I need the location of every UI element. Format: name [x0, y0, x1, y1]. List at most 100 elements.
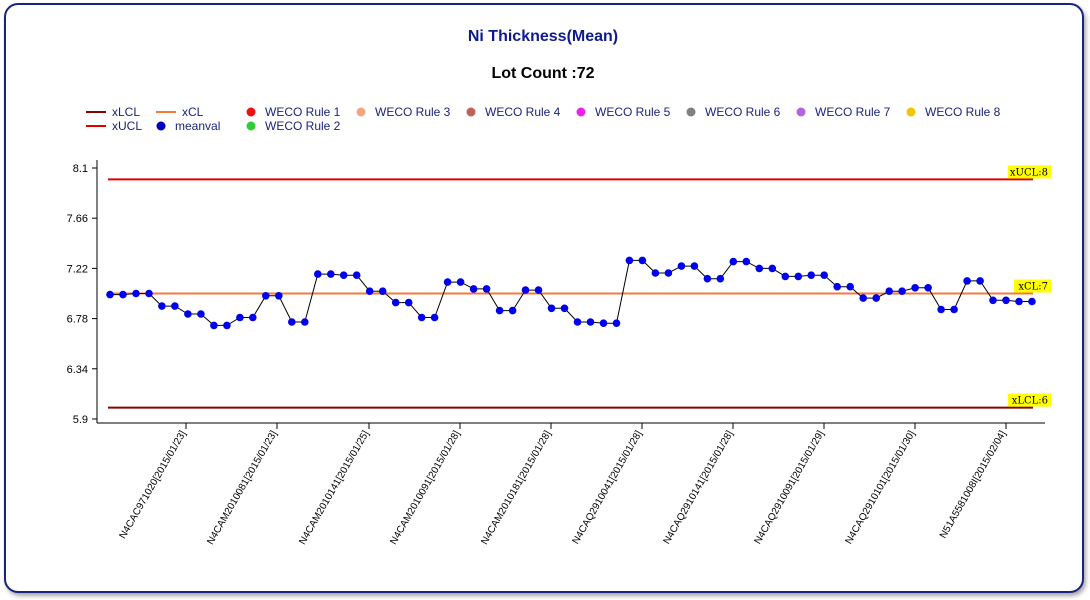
meanval-point — [495, 306, 504, 315]
x-tick-label: N4CAQ2910141[2015/01/28] — [662, 429, 736, 546]
meanval-point — [924, 284, 932, 292]
legend: xLCL xCL WECO Rule 1 WECO Rule 3 WECO Rule 4… — [86, 105, 1001, 133]
y-tick-label: 8.1 — [73, 163, 88, 175]
meanval-point — [301, 318, 309, 326]
meanval-point — [950, 305, 958, 314]
meanval-point — [976, 277, 984, 285]
y-tick-label: 7.22 — [67, 263, 88, 275]
ucl-label-bg — [1007, 165, 1051, 179]
x-tick-label: N4CAQ2910091[2015/01/29] — [753, 429, 827, 546]
meanval-point — [937, 305, 945, 314]
meanval-point — [430, 313, 439, 322]
meanval-point — [262, 292, 270, 300]
meanval-point — [651, 269, 660, 277]
legend-label-weco-rule-8: WECO Rule 8 — [925, 105, 1001, 119]
meanval-point — [378, 287, 387, 296]
meanval-point — [573, 318, 582, 326]
meanval-point — [781, 272, 790, 281]
meanval-point — [391, 298, 400, 307]
legend-swatch-weco-rule-3 — [356, 107, 366, 117]
meanval-point — [599, 319, 608, 328]
x-tick-label: N4CAM2010141[2015/01/25] — [297, 429, 371, 547]
legend-label-xcl: xCL — [182, 105, 204, 119]
meanval-point — [469, 285, 478, 293]
x-tick-label: N4CAM2010181[2015/01/28] — [479, 429, 553, 547]
meanval-point — [171, 302, 179, 310]
meanval-point — [327, 270, 335, 278]
meanval-point — [729, 257, 738, 266]
meanval-point — [1015, 297, 1023, 306]
meanval-point — [716, 274, 725, 283]
meanval-point — [755, 264, 764, 273]
legend-label-weco-rule-2: WECO Rule 2 — [265, 119, 341, 133]
legend-label-weco-rule-4: WECO Rule 4 — [485, 105, 561, 119]
legend-swatch-meanval — [156, 121, 166, 131]
meanval-point — [223, 321, 231, 330]
legend-label-weco-rule-7: WECO Rule 7 — [815, 105, 891, 119]
cl-label: xCL:7 — [1018, 282, 1048, 293]
meanval-point — [456, 278, 465, 286]
meanval-point — [197, 310, 205, 318]
ucl-label: xUCL:8 — [1010, 167, 1048, 178]
meanval-point — [508, 306, 517, 315]
x-tick-label: N51A5581008I[2015/02/04] — [938, 429, 1009, 541]
meanval-point — [352, 271, 361, 280]
meanval-point — [443, 278, 452, 286]
meanval-point — [872, 294, 880, 302]
meanval-point — [677, 262, 686, 270]
x-tick-label: N4CAC971020[2015/01/23] — [118, 429, 189, 541]
legend-label-weco-rule-5: WECO Rule 5 — [595, 105, 671, 119]
legend-label-xucl: xUCL — [112, 119, 142, 133]
y-tick-label: 7.66 — [67, 213, 88, 225]
x-tick-label: N4CAM2010091[2015/01/28] — [388, 429, 462, 547]
meanval-point — [690, 262, 699, 270]
meanval-point — [288, 318, 296, 326]
meanval-point — [210, 321, 218, 330]
chart-title: Ni Thickness(Mean) — [468, 28, 618, 45]
meanval-point — [703, 274, 712, 283]
legend-swatch-weco-rule-7 — [796, 107, 806, 117]
legend-swatch-weco-rule-4 — [466, 107, 476, 117]
cl-label-bg — [1014, 279, 1051, 293]
meanval-point — [794, 272, 803, 281]
meanval-point — [184, 310, 192, 318]
meanval-point — [638, 256, 647, 265]
meanval-point — [314, 270, 322, 278]
plot-area: 5.9 6.34 6.78 7.22 7.66 8.1 N4CAC971020[2015/0… — [67, 160, 1051, 547]
meanval-point — [989, 296, 997, 305]
meanval-point — [885, 287, 893, 296]
meanval-point — [547, 304, 556, 313]
lcl-label-bg — [1007, 393, 1051, 407]
meanval-point — [963, 277, 971, 285]
meanval-point — [846, 282, 854, 291]
legend-label-weco-rule-1: WECO Rule 1 — [265, 105, 341, 119]
legend-swatch-weco-rule-2 — [246, 121, 256, 131]
legend-swatch-weco-rule-5 — [576, 107, 586, 117]
meanval-point — [417, 313, 426, 322]
meanval-point — [1002, 296, 1010, 305]
y-tick-label: 6.78 — [67, 314, 88, 326]
meanval-point — [482, 285, 491, 293]
meanval-point — [145, 289, 153, 298]
x-tick-label: N4CAQ2910101[2015/01/30] — [844, 429, 918, 546]
meanval-point — [820, 271, 828, 280]
meanval-point — [275, 292, 283, 300]
meanval-point — [768, 264, 777, 273]
meanval-point — [132, 289, 140, 298]
legend-label-xlcl: xLCL — [112, 105, 140, 119]
meanval-point — [1028, 297, 1036, 306]
x-tick-label: N4CAQ2910041[2015/01/28] — [571, 429, 645, 546]
legend-swatch-weco-rule-8 — [906, 107, 916, 117]
meanval-point — [236, 313, 244, 322]
legend-swatch-weco-rule-1 — [246, 107, 256, 117]
meanval-point — [807, 271, 815, 280]
meanval-point — [404, 298, 413, 307]
legend-label-weco-rule-6: WECO Rule 6 — [705, 105, 781, 119]
meanval-point — [664, 269, 673, 277]
legend-label-weco-rule-3: WECO Rule 3 — [375, 105, 451, 119]
meanval-point — [106, 290, 114, 299]
meanval-point — [859, 294, 867, 302]
meanval-point — [339, 271, 348, 280]
meanval-point — [612, 319, 621, 328]
